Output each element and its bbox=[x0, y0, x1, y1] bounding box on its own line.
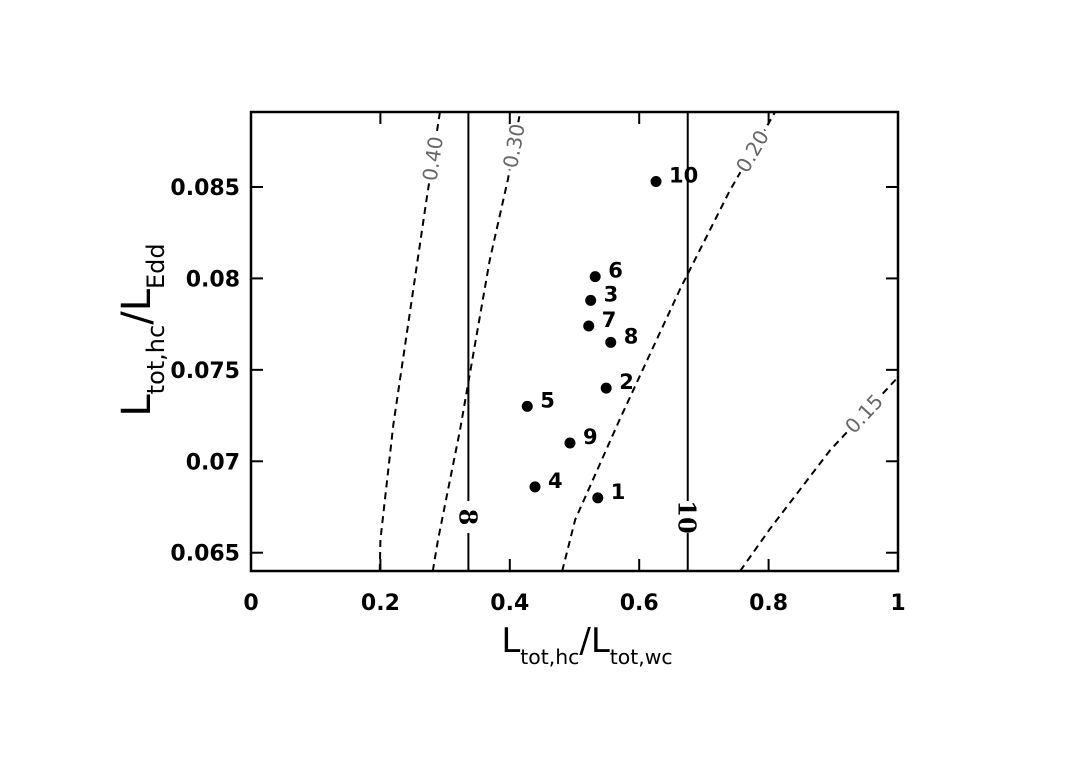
y-axis-label-sub: tot,hc bbox=[142, 325, 170, 395]
point bbox=[583, 320, 595, 332]
y-tick-label: 0.08 bbox=[186, 267, 240, 292]
point bbox=[521, 400, 533, 412]
contour-label-bg bbox=[418, 133, 448, 185]
y-tick-label: 0.07 bbox=[186, 450, 240, 475]
x-axis-label-sub: tot,hc bbox=[520, 645, 579, 669]
y-axis-label: Ltot,hc/LEdd bbox=[114, 243, 170, 416]
y-tick-label: 0.075 bbox=[170, 359, 240, 384]
point-label: 5 bbox=[540, 388, 555, 412]
point bbox=[564, 437, 576, 449]
vline-label-group: 10 bbox=[673, 500, 702, 533]
point bbox=[589, 271, 601, 283]
contour-label-bg bbox=[730, 125, 774, 178]
point-label: 4 bbox=[548, 469, 563, 493]
point bbox=[605, 336, 617, 348]
contour-line bbox=[739, 376, 898, 571]
point-label: 9 bbox=[583, 425, 598, 449]
x-tick-label: 0.2 bbox=[361, 591, 400, 616]
x-tick-label: 0 bbox=[243, 591, 258, 616]
point bbox=[585, 294, 597, 306]
contour-label-bg bbox=[839, 388, 889, 439]
point-label: 8 bbox=[624, 324, 639, 348]
point-label: 7 bbox=[602, 308, 617, 332]
point-label: 6 bbox=[608, 259, 623, 283]
y-axis-label-part: L bbox=[114, 394, 160, 417]
point bbox=[600, 382, 612, 394]
vline-label: 10 bbox=[673, 500, 702, 533]
y-axis-label-part: /L bbox=[114, 288, 160, 324]
x-axis-label-part: /L bbox=[579, 621, 609, 661]
x-axis-label-part: L bbox=[501, 621, 520, 661]
y-tick-label: 0.065 bbox=[170, 542, 240, 567]
contour-line bbox=[378, 112, 441, 571]
y-tick-label: 0.085 bbox=[170, 176, 240, 201]
point bbox=[650, 175, 662, 187]
vline-label-bg bbox=[458, 501, 479, 533]
point-label: 1 bbox=[611, 480, 626, 504]
vline-label: 8 bbox=[453, 509, 482, 526]
x-tick-label: 1 bbox=[890, 591, 905, 616]
contour-line bbox=[561, 112, 776, 571]
contour-label-group: 0.40 bbox=[418, 133, 448, 185]
x-axis-label-sub: tot,wc bbox=[610, 645, 673, 669]
x-tick-label: 0.4 bbox=[490, 591, 529, 616]
point-label: 10 bbox=[669, 163, 698, 187]
point-label: 3 bbox=[604, 282, 619, 306]
point-label: 2 bbox=[619, 370, 634, 394]
y-axis-label-sub: Edd bbox=[142, 243, 170, 289]
vline-label-bg bbox=[677, 501, 698, 533]
point bbox=[529, 481, 541, 493]
x-tick-label: 0.8 bbox=[749, 591, 788, 616]
x-tick-label: 0.6 bbox=[620, 591, 659, 616]
point bbox=[592, 492, 604, 504]
plot-frame bbox=[249, 110, 900, 573]
contour-label-bg bbox=[498, 120, 530, 172]
vline-label-group: 8 bbox=[453, 501, 482, 533]
x-axis-label: Ltot,hc/Ltot,wc bbox=[501, 621, 672, 669]
